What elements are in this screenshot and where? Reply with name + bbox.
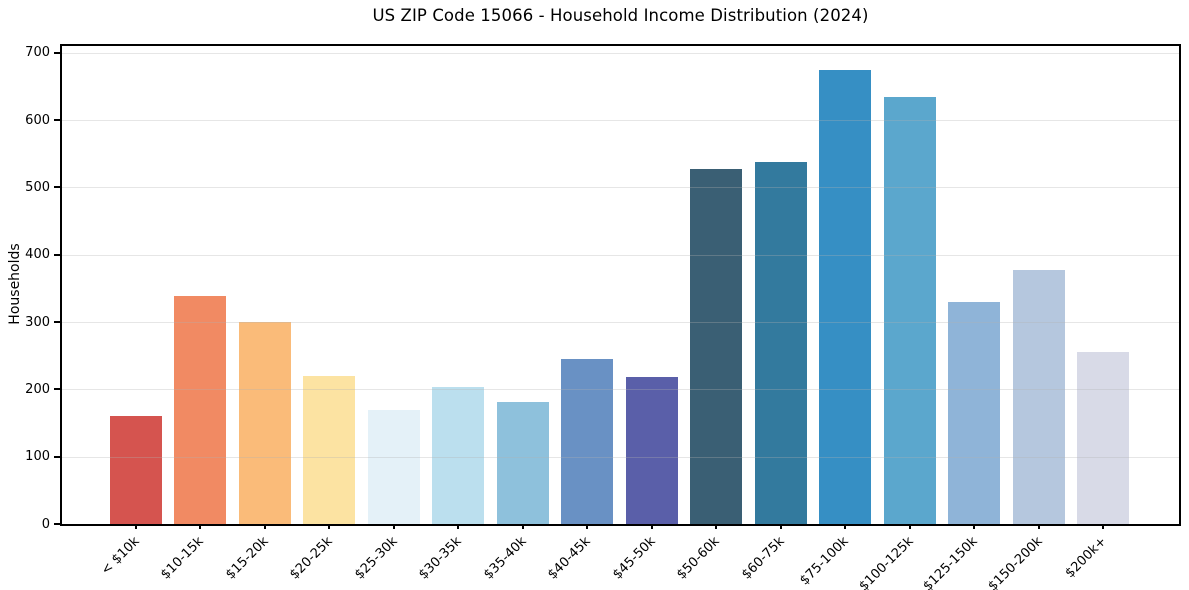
- bar-$25-30k: [367, 409, 420, 524]
- bar-$60-75k: [754, 161, 807, 524]
- gridline-600: [62, 120, 1179, 122]
- x-tick-label-text: $200k+: [1062, 534, 1110, 582]
- x-tick-mark: [199, 524, 201, 529]
- x-tick-label-text: $10-15k: [158, 534, 207, 583]
- x-tick-label-text: $125-150k: [920, 534, 981, 590]
- x-tick-mark: [715, 524, 717, 529]
- bar-$10-15k: [174, 296, 226, 524]
- gridline-500: [62, 187, 1179, 189]
- bar-$100-125k: [883, 96, 936, 524]
- x-tick-label-text: $20-25k: [287, 534, 336, 583]
- bar-$150-200k: [1012, 269, 1065, 524]
- y-tick-label: 100: [25, 449, 50, 465]
- x-tick-label-text: $100-125k: [855, 534, 917, 590]
- x-tick-mark: [973, 524, 975, 529]
- y-tick-label: 500: [25, 179, 50, 195]
- bar-< $10k: [109, 416, 162, 524]
- x-tick-mark: [521, 524, 524, 529]
- bar-$200k+: [1077, 352, 1129, 524]
- x-tick-mark: [844, 524, 846, 529]
- y-tick-mark: [54, 388, 60, 391]
- x-tick-mark: [392, 524, 395, 529]
- chart-title: US ZIP Code 15066 - Household Income Dis…: [372, 6, 869, 25]
- x-tick-label-text: $60-75k: [738, 534, 788, 583]
- x-tick-label-text: $35-40k: [480, 534, 530, 583]
- x-tick-label-text: $75-100k: [797, 534, 852, 589]
- bar-$15-20k: [238, 322, 291, 524]
- bar-$125-150k: [948, 301, 1000, 524]
- x-tick-mark: [908, 524, 911, 529]
- x-tick-mark: [586, 524, 588, 529]
- x-tick-label-text: $45-50k: [609, 534, 659, 583]
- gridline-200: [62, 389, 1179, 391]
- y-tick-mark: [54, 455, 60, 458]
- x-tick-mark: [650, 524, 653, 529]
- gridline-300: [62, 322, 1179, 323]
- x-tick-label-text: $25-30k: [351, 534, 401, 583]
- y-tick-label: 700: [25, 45, 50, 61]
- x-tick-mark: [1102, 524, 1104, 529]
- x-tick-mark: [263, 524, 266, 529]
- y-tick-mark: [54, 523, 60, 525]
- x-tick-mark: [1037, 524, 1040, 529]
- x-tick-label-text: $150-200k: [984, 534, 1046, 590]
- y-tick-mark: [54, 186, 60, 189]
- y-tick-label: 300: [25, 314, 50, 330]
- y-tick-mark: [54, 119, 60, 122]
- y-tick-label: 600: [25, 112, 50, 128]
- y-tick-mark: [54, 51, 60, 54]
- gridline-700: [62, 52, 1179, 54]
- bar-$50-60k: [690, 168, 742, 524]
- y-tick-label: 400: [25, 247, 50, 263]
- x-tick-mark: [328, 524, 330, 529]
- bar-$75-100k: [819, 69, 871, 524]
- bar-$30-35k: [432, 386, 484, 524]
- x-tick-mark: [134, 524, 137, 529]
- gridline-400: [62, 254, 1179, 256]
- bar-$20-25k: [303, 375, 355, 524]
- y-tick-mark: [54, 321, 60, 323]
- y-tick-label: 0: [41, 516, 50, 532]
- x-tick-label-text: < $10k: [98, 534, 143, 579]
- x-tick-label-text: $15-20k: [222, 534, 272, 583]
- y-tick-mark: [54, 253, 60, 256]
- gridline-100: [62, 456, 1179, 458]
- x-tick-mark: [779, 524, 782, 529]
- bar-$40-45k: [561, 359, 613, 524]
- plot-area: [60, 44, 1181, 526]
- y-tick-label: 200: [25, 381, 50, 397]
- x-tick-mark: [457, 524, 459, 529]
- bar-$35-40k: [496, 402, 549, 524]
- x-tick-label-text: $40-45k: [545, 534, 594, 583]
- x-tick-label-text: $30-35k: [416, 534, 465, 583]
- x-tick-label-text: $50-60k: [674, 534, 723, 583]
- bar-$45-50k: [625, 377, 678, 524]
